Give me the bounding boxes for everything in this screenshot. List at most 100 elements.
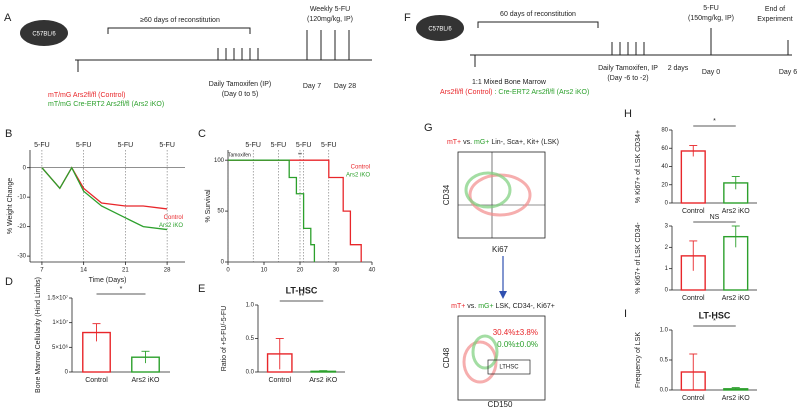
y-tick-label: 2 xyxy=(665,245,669,251)
y-tick-label: 80 xyxy=(661,128,668,134)
panel-letter: C xyxy=(198,128,206,140)
legend-label: Control xyxy=(164,215,183,221)
y-axis-label: Frequency of LSK xyxy=(635,332,642,388)
treatment-label: Daily Tamoxifen (IP) xyxy=(209,81,272,88)
series-line xyxy=(228,159,362,262)
x-tick-label: 14 xyxy=(80,268,87,274)
gate-label: LTHSC xyxy=(499,365,519,371)
title-part: vs. xyxy=(461,139,474,146)
title-part: mG+ xyxy=(474,139,489,146)
legend-label: Ars2 iKO xyxy=(159,223,183,229)
title-part: LSK, CD34-, Ki67+ xyxy=(494,303,555,310)
mouse-icon xyxy=(416,15,464,41)
y-tick-label: 0.5 xyxy=(660,358,669,364)
mouse-label: C57BL/6 xyxy=(428,27,452,33)
x-tick-label: 28 xyxy=(164,268,171,274)
y-tick-label: 100 xyxy=(214,158,225,164)
treatment-label: Weekly 5-FU xyxy=(310,6,350,13)
annotation: 5-FU xyxy=(76,142,92,149)
day-label: Day 28 xyxy=(334,83,356,90)
arrowhead xyxy=(499,291,507,299)
day-label: Day 7 xyxy=(303,83,321,90)
y-tick-label: 0 xyxy=(65,370,69,376)
legend-label: Ars2 iKO xyxy=(346,172,370,178)
dose-label: (150mg/kg, IP) xyxy=(688,15,734,22)
annotation: 5-FU xyxy=(34,142,50,149)
stat-label: 30.4%±3.8% xyxy=(493,328,538,337)
axis-label: CD34 xyxy=(442,184,451,205)
treatment-label: (Day -6 to -2) xyxy=(607,75,648,82)
day-label: Day 0 xyxy=(702,69,720,76)
significance-label: ** xyxy=(299,293,305,300)
annotation: Tamoxifen xyxy=(228,152,251,158)
x-tick-label: 30 xyxy=(333,268,340,274)
treatment-label: (Day 0 to 5) xyxy=(222,91,259,98)
x-tick-label: Ars2 iKO xyxy=(722,295,751,302)
plot-title: mT+ vs. mG+ LSK, CD34-, Ki67+ xyxy=(451,303,555,310)
annotation: 5-FU xyxy=(271,142,287,149)
axis-label: Ki67 xyxy=(492,245,509,254)
y-tick-label: 60 xyxy=(661,146,668,152)
plot-frame xyxy=(457,151,546,239)
x-tick-label: Ars2 iKO xyxy=(309,377,338,384)
x-tick-label: Control xyxy=(268,377,291,384)
x-axis-label: Time (Days) xyxy=(89,277,127,284)
y-tick-label: -30 xyxy=(17,254,26,260)
x-tick-label: 21 xyxy=(122,268,129,274)
y-tick-label: 1 xyxy=(665,266,669,272)
bracket xyxy=(477,21,599,28)
period-label: ≥60 days of reconstitution xyxy=(140,17,220,24)
contour xyxy=(462,340,498,384)
x-tick-label: Ars2 iKO xyxy=(131,377,160,384)
title-part: mG+ xyxy=(478,303,493,310)
legend-label: Control xyxy=(351,164,370,170)
x-tick-label: 7 xyxy=(40,268,44,274)
title-part: Lin-, Sca+, Kit+ (LSK) xyxy=(489,139,559,146)
annotation: 5-FU xyxy=(159,142,175,149)
group-label: Ars2fl/fl (Control) xyxy=(440,89,493,96)
x-tick-label: Control xyxy=(682,208,705,215)
y-tick-label: 1.0 xyxy=(246,303,255,309)
panel-letter: F xyxy=(404,12,411,24)
panel-letter: G xyxy=(424,122,433,134)
x-tick-label: 0 xyxy=(226,268,230,274)
series-line xyxy=(41,166,168,231)
dose-label: (120mg/kg, IP) xyxy=(307,16,353,23)
chart-title: LT-HSC xyxy=(286,285,318,295)
group-label: mT/mG Ars2fl/fl (Control) xyxy=(48,92,125,99)
axis-label: CD150 xyxy=(488,400,513,409)
x-tick-label: Control xyxy=(85,377,108,384)
y-axis-label: % Ki67+ of LSK CD34- xyxy=(635,222,642,294)
plot-title: mT+ vs. mG+ Lin-, Sca+, Kit+ (LSK) xyxy=(447,139,559,146)
contour xyxy=(471,334,499,370)
y-tick-label: 50 xyxy=(217,209,224,215)
y-tick-label: 1.5×10⁷ xyxy=(47,295,68,302)
significance-label: NS xyxy=(710,214,720,221)
annotation: 5-FU xyxy=(245,142,261,149)
y-axis-label: Bone Marrow Cellularity (Hind Limbs) xyxy=(35,277,42,393)
panel-letter: E xyxy=(198,283,205,295)
end-label: End of xyxy=(765,6,785,13)
annotation: ** xyxy=(298,152,302,158)
y-tick-label: 1×10⁷ xyxy=(52,319,68,326)
x-tick-label: 40 xyxy=(369,268,376,274)
y-tick-label: 20 xyxy=(661,182,668,188)
stat-label: 0.0%±0.0% xyxy=(497,340,538,349)
y-tick-label: 0 xyxy=(665,288,669,294)
mix-label: 1:1 Mixed Bone Marrow xyxy=(472,79,547,86)
title-part: vs. xyxy=(465,303,478,310)
y-tick-label: 5×10⁶ xyxy=(52,344,69,351)
dose-ticks xyxy=(217,30,350,60)
y-axis-label: % Weight Change xyxy=(7,178,14,234)
interval-label: 2 days xyxy=(668,65,689,72)
y-tick-label: 0 xyxy=(221,260,225,266)
significance-label: * xyxy=(713,318,716,325)
y-tick-label: 0.5 xyxy=(246,336,255,342)
x-tick-label: 10 xyxy=(261,268,268,274)
x-tick-label: Control xyxy=(682,395,705,402)
period-label: 60 days of reconstitution xyxy=(500,11,576,18)
mouse-icon xyxy=(20,20,68,46)
y-tick-label: 40 xyxy=(661,164,668,170)
y-tick-label: 0.0 xyxy=(246,370,255,376)
